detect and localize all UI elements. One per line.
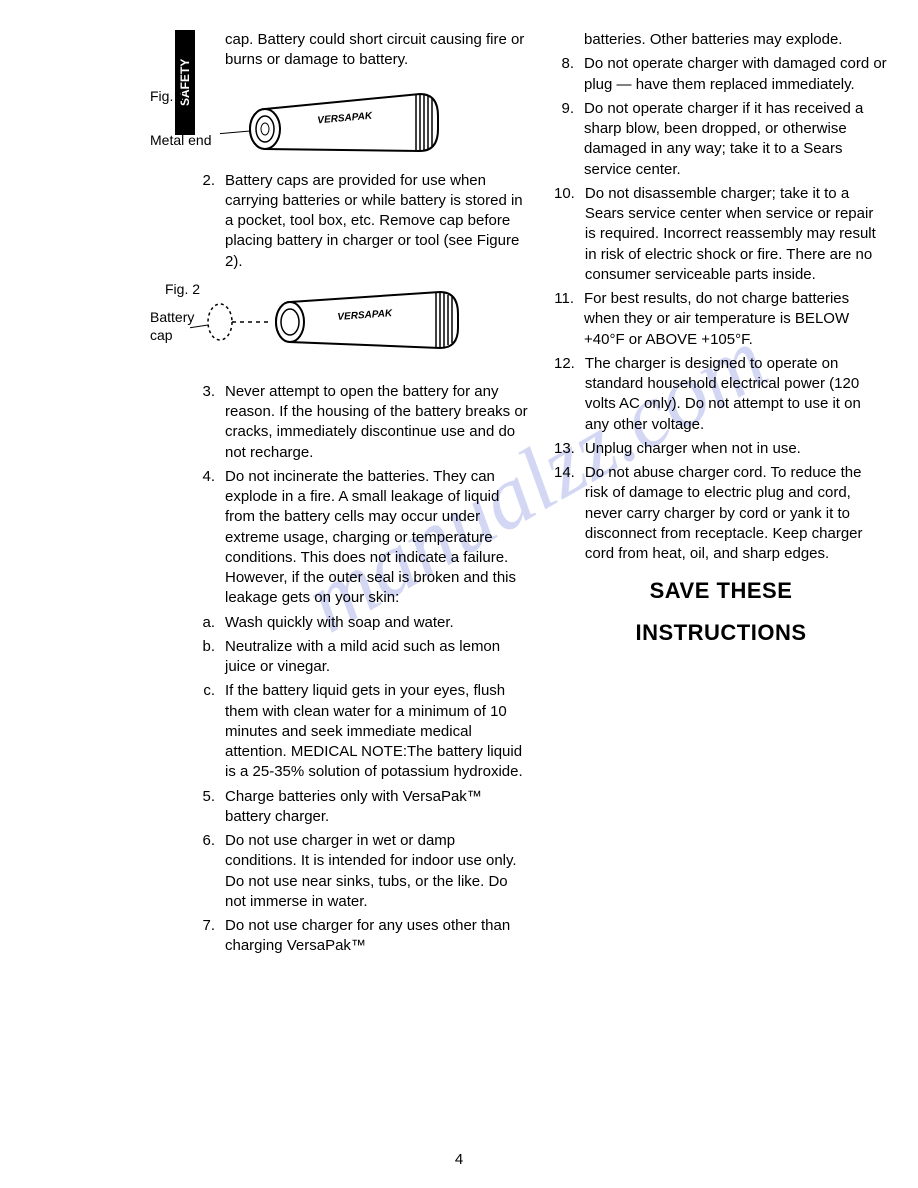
list-number: 9. (554, 99, 584, 180)
fig2-cap-label2: cap (150, 326, 173, 345)
list-text: For best results, do not charge batterie… (584, 289, 888, 350)
list-number: 8. (554, 54, 584, 95)
list-number: 11. (554, 289, 584, 350)
list-number: 3. (195, 382, 225, 463)
list-number: 14. (554, 463, 585, 564)
list-text: Do not use charger for any uses other th… (225, 916, 529, 957)
list-text: Do not operate charger with damaged cord… (584, 54, 888, 95)
list-number: 7. (195, 916, 225, 957)
left-column: cap. Battery could short circuit causing… (20, 30, 539, 961)
list-number: 12. (554, 354, 585, 435)
instructions-heading: INSTRUCTIONS (554, 618, 888, 648)
intro-partial-text: cap. Battery could short circuit causing… (225, 30, 529, 71)
figure-1: Fig. 1 Metal end VERSAPAK (150, 79, 529, 159)
list-number: 10. (554, 184, 585, 285)
battery-cap-icon: VERSAPAK (190, 280, 510, 360)
list-text: Do not disassemble charger; take it to a… (585, 184, 888, 285)
list-text: Wash quickly with soap and water. (225, 613, 529, 633)
list-number: 4. (195, 467, 225, 609)
list-number: 2. (195, 171, 225, 272)
list-text: Battery caps are provided for use when c… (225, 171, 529, 272)
list-number (554, 30, 584, 50)
list-text: Never attempt to open the battery for an… (225, 382, 529, 463)
figure-2: Fig. 2 Battery cap VERSAPAK (150, 280, 529, 370)
fig1-metal-end-label: Metal end (150, 131, 211, 150)
list-letter: b. (195, 637, 225, 678)
fig2-cap-label1: Battery (150, 308, 194, 327)
list-text: Do not use charger in wet or damp condit… (225, 831, 529, 912)
list-number (195, 30, 225, 71)
list-text: Unplug charger when not in use. (585, 439, 888, 459)
list-text: The charger is designed to operate on st… (585, 354, 888, 435)
intro-partial-text: batteries. Other batteries may explode. (584, 30, 888, 50)
list-text: If the battery liquid gets in your eyes,… (225, 681, 529, 782)
list-number: 13. (554, 439, 585, 459)
fig2-label: Fig. 2 (165, 280, 200, 299)
battery-icon: VERSAPAK (220, 79, 500, 159)
right-column: batteries. Other batteries may explode. … (539, 30, 898, 961)
list-text: Charge batteries only with VersaPak™ bat… (225, 787, 529, 828)
list-text: Do not operate charger if it has receive… (584, 99, 888, 180)
page-number: 4 (455, 1150, 463, 1170)
list-number: 5. (195, 787, 225, 828)
list-text: Neutralize with a mild acid such as lemo… (225, 637, 529, 678)
fig1-label: Fig. 1 (150, 87, 185, 106)
list-text: Do not abuse charger cord. To reduce the… (585, 463, 888, 564)
list-text: Do not incinerate the batteries. They ca… (225, 467, 529, 609)
list-number: 6. (195, 831, 225, 912)
list-letter: a. (195, 613, 225, 633)
save-these-heading: SAVE THESE (554, 576, 888, 606)
list-letter: c. (195, 681, 225, 782)
